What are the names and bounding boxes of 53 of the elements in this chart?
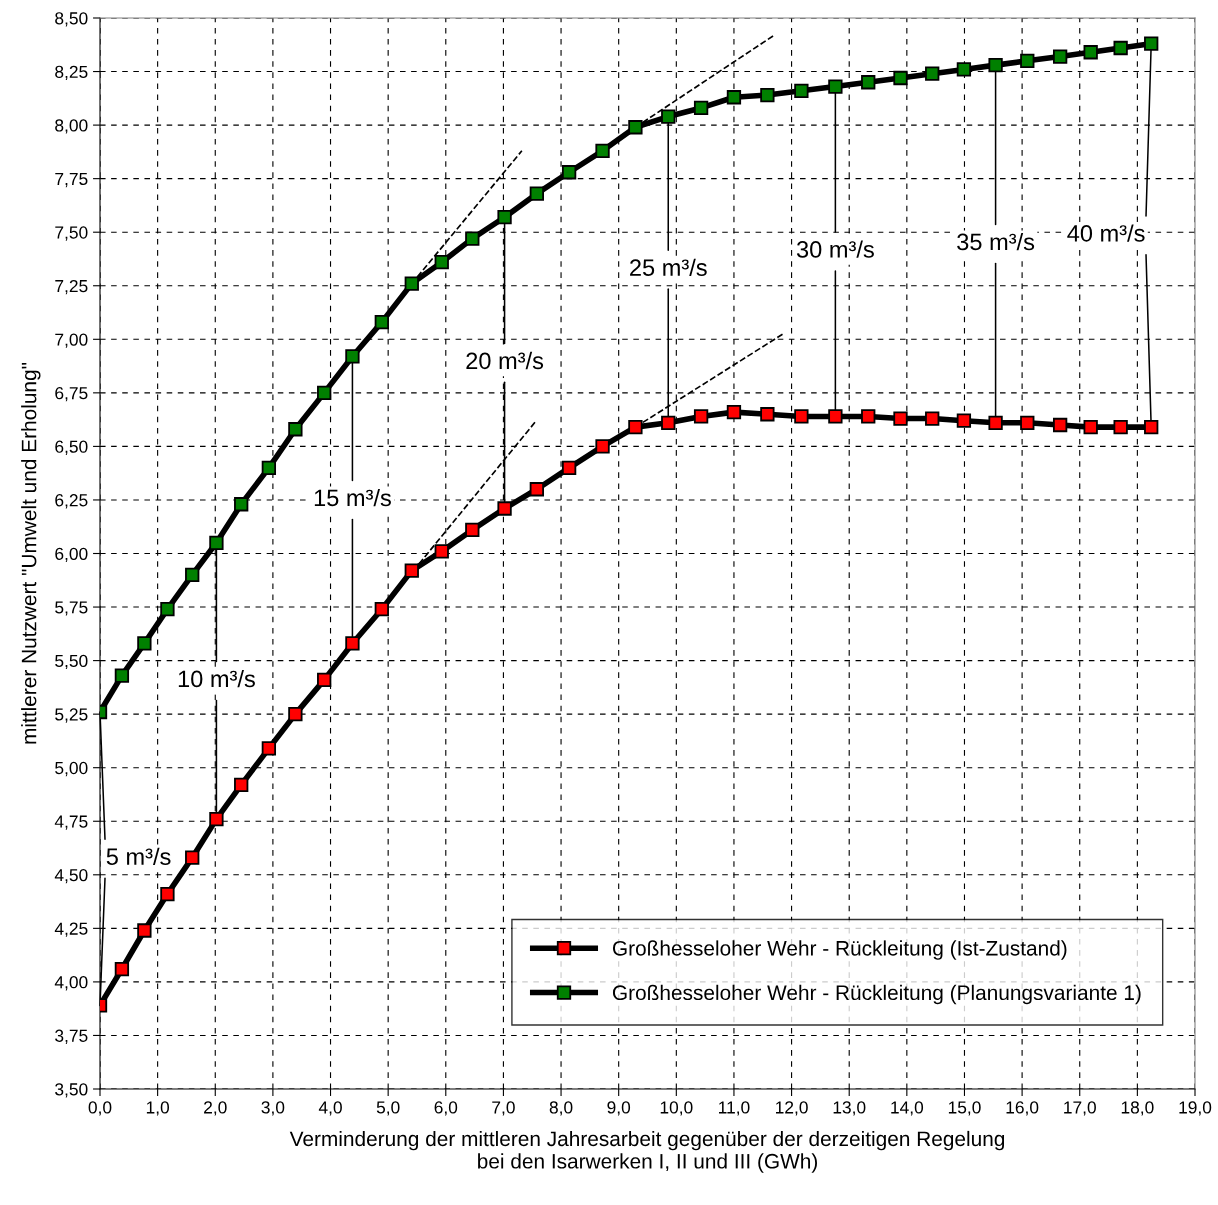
x-tick-label: 0,0 — [88, 1101, 112, 1116]
x-tick-label: 2,0 — [204, 1101, 227, 1116]
y-tick-label: 7,50 — [55, 226, 88, 241]
annotation: 25 m³/s — [630, 258, 707, 277]
legend-label: Großhesseloher Wehr - Rückleitung (Planungsvariante 1) — [612, 984, 1141, 1005]
y-tick-label: 7,25 — [55, 279, 88, 295]
x-tick-label: 17,0 — [1064, 1101, 1096, 1116]
y-tick-label: 8,00 — [55, 119, 88, 134]
y-tick-label: 6,00 — [55, 547, 88, 563]
x-tick-label: 3,0 — [261, 1101, 285, 1116]
y-tick-label: 5,25 — [55, 708, 88, 723]
y-tick-label: 4,75 — [54, 815, 88, 830]
x-tick-label: 7,0 — [492, 1101, 515, 1116]
x-tick-label: 13,0 — [833, 1101, 866, 1116]
x-tick-label: 10,0 — [660, 1101, 693, 1116]
annotation: 5 m³/s — [106, 847, 171, 866]
annotation: 20 m³/s — [466, 351, 544, 370]
y-tick-label: 8,25 — [55, 65, 88, 81]
y-tick-label: 5,75 — [55, 601, 88, 616]
y-tick-label: 7,00 — [55, 333, 88, 348]
y-tick-label: 5,00 — [55, 761, 88, 777]
y-tick-label: 3,75 — [55, 1029, 88, 1044]
y-tick-label: 5,50 — [55, 654, 88, 670]
annotation: 10 m³/s — [178, 669, 255, 688]
x-tick-label: 9,0 — [607, 1101, 631, 1116]
y-tick-label: 3,50 — [55, 1083, 88, 1098]
x-tick-label: 19,0 — [1179, 1101, 1212, 1116]
x-tick-label: 6,0 — [434, 1101, 458, 1116]
x-tick-label: 5,0 — [376, 1101, 400, 1116]
x-tick-label: 12,0 — [776, 1101, 808, 1116]
x-axis-title: Verminderung der mittleren Jahresarbeit gegenüber der derzeitigen Regelung bei den Isarwerken I, II und III (GWh) — [289, 1130, 1005, 1173]
x-tick-label: 8,0 — [549, 1101, 573, 1116]
y-tick-label: 8,50 — [55, 12, 88, 27]
x-tick-label: 4,0 — [318, 1101, 342, 1116]
y-tick-label: 6,75 — [55, 387, 88, 402]
x-tick-label: 14,0 — [891, 1101, 924, 1116]
annotation: 35 m³/s — [957, 232, 1035, 251]
y-tick-label: 6,50 — [55, 440, 88, 455]
x-tick-label: 1,0 — [146, 1101, 170, 1116]
annotation: 40 m³/s — [1067, 224, 1145, 242]
y-axis-title: mittlerer Nutzwert "Umwelt und Erholung" — [21, 362, 41, 744]
x-tick-label: 16,0 — [1006, 1101, 1039, 1116]
x-tick-label: 11,0 — [719, 1101, 750, 1116]
annotation: 15 m³/s — [314, 488, 391, 507]
y-tick-label: 4,25 — [54, 922, 88, 937]
y-tick-label: 6,25 — [55, 494, 88, 509]
legend-label: Großhesseloher Wehr - Rückleitung (Ist-Zustand) — [612, 940, 1067, 960]
x-tick-label: 18,0 — [1121, 1101, 1154, 1116]
x-tick-label: 15,0 — [948, 1101, 981, 1116]
y-tick-label: 4,00 — [54, 976, 88, 991]
annotation: 30 m³/s — [796, 240, 874, 258]
y-tick-label: 4,50 — [54, 868, 88, 884]
y-tick-label: 7,75 — [55, 173, 88, 188]
